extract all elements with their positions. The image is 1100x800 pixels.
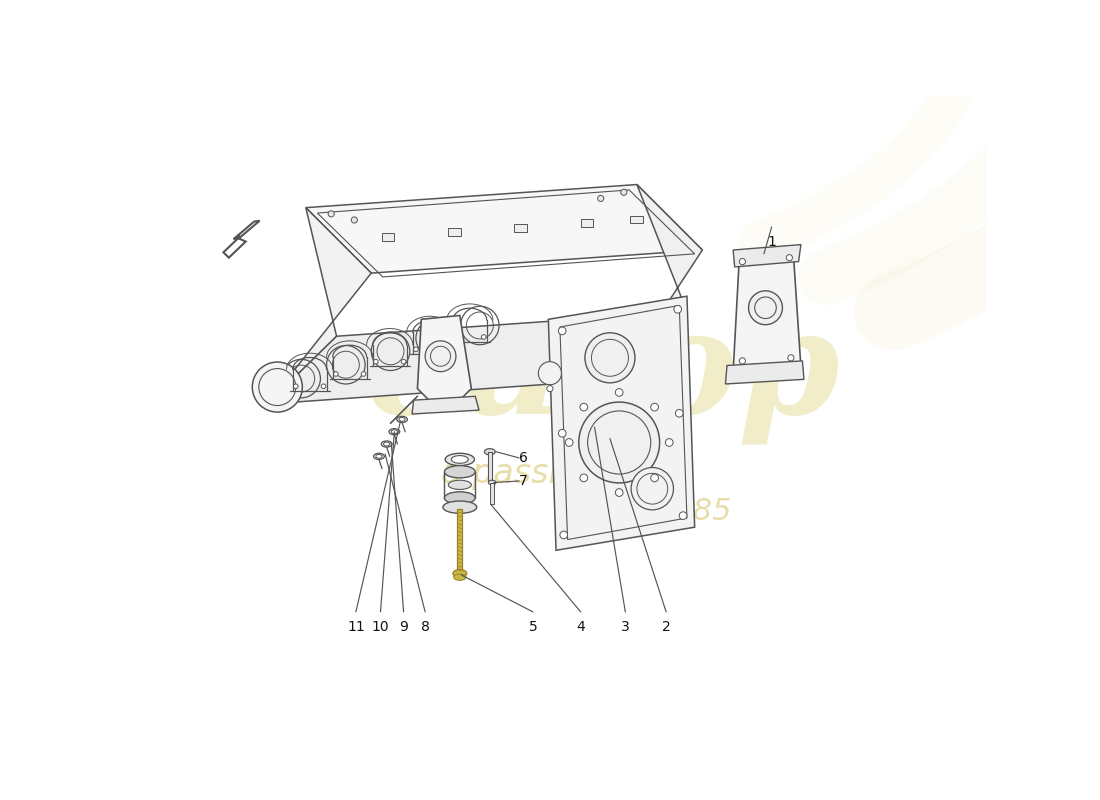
Circle shape [328, 210, 334, 217]
Bar [458, 509, 462, 572]
Circle shape [559, 430, 566, 437]
Bar [487, 452, 492, 481]
Polygon shape [630, 216, 642, 223]
Text: 8: 8 [420, 620, 430, 634]
Polygon shape [733, 251, 801, 372]
Ellipse shape [443, 501, 476, 514]
Circle shape [597, 195, 604, 202]
Circle shape [675, 410, 683, 417]
Text: 5: 5 [529, 620, 537, 634]
Ellipse shape [376, 454, 382, 458]
Circle shape [565, 438, 573, 446]
Ellipse shape [488, 480, 496, 485]
Polygon shape [418, 315, 472, 400]
Ellipse shape [538, 362, 561, 385]
Polygon shape [581, 219, 593, 227]
Circle shape [739, 358, 746, 364]
Ellipse shape [444, 466, 475, 478]
Text: 9: 9 [399, 620, 408, 634]
Circle shape [321, 384, 326, 389]
Polygon shape [618, 185, 703, 379]
Ellipse shape [444, 492, 475, 504]
Text: a passion for: a passion for [441, 457, 656, 490]
Circle shape [414, 347, 418, 352]
Circle shape [547, 386, 553, 392]
Circle shape [425, 341, 455, 372]
Ellipse shape [397, 416, 407, 422]
Ellipse shape [585, 333, 635, 383]
Ellipse shape [579, 402, 660, 483]
Text: 11: 11 [346, 620, 365, 634]
Circle shape [674, 306, 682, 313]
Polygon shape [382, 233, 395, 241]
Text: 3: 3 [621, 620, 629, 634]
Ellipse shape [453, 570, 466, 578]
Circle shape [620, 189, 627, 195]
Ellipse shape [384, 442, 389, 446]
Ellipse shape [631, 467, 673, 510]
Ellipse shape [446, 454, 474, 466]
Circle shape [333, 372, 338, 376]
Circle shape [666, 438, 673, 446]
Text: 4: 4 [576, 620, 585, 634]
Text: europ: europ [365, 302, 839, 444]
Ellipse shape [449, 480, 472, 490]
Bar [490, 482, 494, 504]
Polygon shape [515, 224, 527, 231]
Text: 6: 6 [519, 451, 528, 465]
Circle shape [651, 474, 659, 482]
Circle shape [748, 291, 782, 325]
Ellipse shape [484, 449, 495, 455]
Circle shape [580, 403, 587, 411]
Circle shape [786, 254, 792, 261]
Circle shape [361, 372, 366, 376]
Text: 2: 2 [662, 620, 671, 634]
Text: since 1985: since 1985 [565, 498, 732, 526]
Circle shape [402, 359, 406, 364]
Polygon shape [726, 361, 804, 384]
Text: 10: 10 [372, 620, 389, 634]
Circle shape [615, 489, 623, 496]
Ellipse shape [374, 454, 384, 459]
Polygon shape [449, 229, 461, 236]
Polygon shape [548, 296, 695, 550]
Circle shape [560, 531, 568, 538]
Circle shape [453, 334, 459, 339]
Polygon shape [733, 245, 801, 267]
Ellipse shape [399, 418, 405, 422]
Circle shape [441, 347, 446, 352]
Circle shape [651, 403, 659, 411]
Polygon shape [306, 185, 703, 273]
Polygon shape [223, 221, 260, 258]
Polygon shape [267, 208, 372, 404]
Circle shape [559, 327, 566, 334]
Ellipse shape [392, 430, 397, 434]
Ellipse shape [453, 574, 466, 580]
Circle shape [351, 217, 358, 223]
Polygon shape [412, 396, 480, 414]
Circle shape [680, 512, 686, 519]
Ellipse shape [252, 362, 302, 412]
Circle shape [739, 258, 746, 265]
Ellipse shape [451, 455, 469, 463]
Ellipse shape [389, 429, 399, 435]
Ellipse shape [382, 441, 392, 447]
Circle shape [788, 354, 794, 361]
Circle shape [580, 474, 587, 482]
Circle shape [374, 359, 378, 364]
Text: 7: 7 [519, 474, 528, 488]
Circle shape [482, 334, 486, 339]
Text: 1: 1 [767, 235, 777, 250]
Circle shape [615, 389, 623, 396]
Polygon shape [267, 312, 686, 404]
Circle shape [294, 384, 298, 389]
